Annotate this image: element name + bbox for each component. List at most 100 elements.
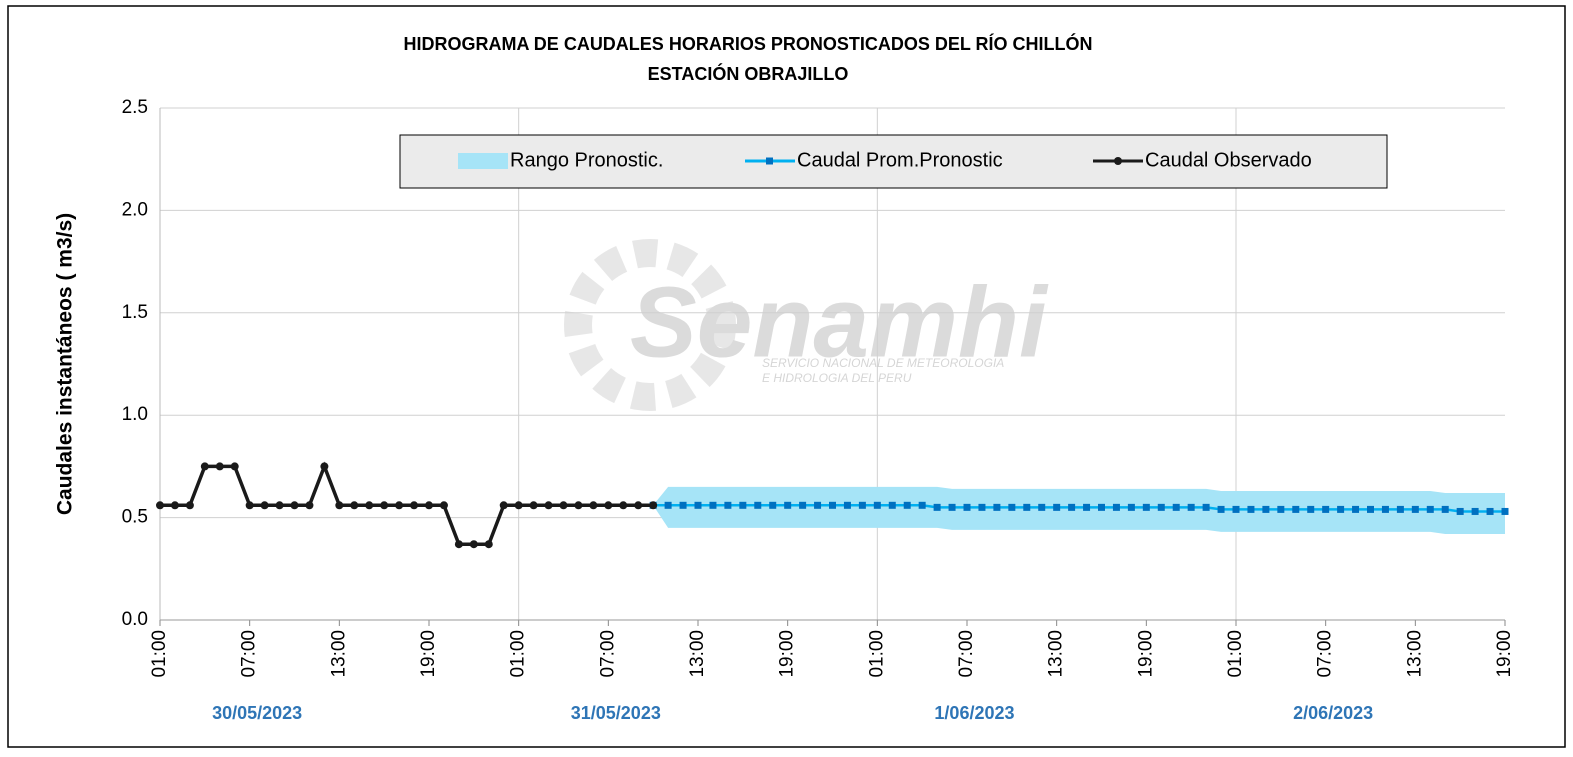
point (1217, 505, 1225, 513)
point (1441, 505, 1449, 513)
point (499, 501, 508, 510)
point (1202, 503, 1210, 511)
legend-label: Caudal Observado (1145, 149, 1312, 171)
point (1068, 503, 1076, 511)
point (290, 501, 299, 510)
x-tick-label: 01:00 (149, 630, 170, 678)
x-tick-label: 13:00 (687, 630, 708, 678)
point (215, 462, 224, 471)
point (619, 501, 628, 510)
point (1008, 503, 1016, 511)
point (1172, 503, 1180, 511)
legend-label: Rango Pronostic. (510, 149, 663, 171)
point (1322, 505, 1330, 513)
y-tick-label: 2.5 (122, 97, 148, 118)
point (305, 501, 314, 510)
x-tick-label: 19:00 (777, 630, 798, 678)
point (1367, 505, 1374, 513)
point (1292, 505, 1300, 513)
point (918, 501, 926, 509)
point (829, 501, 836, 509)
watermark-name: Senamhi (630, 266, 1049, 378)
point (1157, 503, 1165, 511)
point (1352, 505, 1360, 513)
point (903, 501, 911, 509)
point (350, 501, 359, 510)
point (664, 501, 672, 509)
point (230, 462, 239, 471)
legend-swatch (1114, 157, 1122, 165)
point (544, 501, 553, 510)
legend-label: Caudal Prom.Pronostic (797, 149, 1003, 171)
point (948, 503, 956, 511)
point (365, 501, 374, 510)
point (1396, 505, 1404, 513)
point (799, 501, 807, 509)
x-tick-label: 01:00 (1225, 630, 1246, 678)
x-tick-label: 07:00 (956, 630, 977, 678)
y-tick-label: 1.0 (122, 404, 148, 425)
x-tick-label: 07:00 (239, 630, 260, 678)
x-tick-label: 13:00 (328, 630, 349, 678)
point (1381, 505, 1389, 513)
x-tick-label: 19:00 (1494, 630, 1515, 678)
point (170, 501, 179, 510)
point (1486, 507, 1494, 515)
y-tick-label: 0.0 (122, 609, 148, 630)
point (320, 462, 329, 471)
point (1411, 505, 1419, 513)
point (439, 501, 448, 510)
point (963, 503, 971, 511)
point (814, 501, 822, 509)
range-band (653, 486, 1505, 534)
point (679, 501, 687, 509)
y-tick-label: 1.5 (122, 302, 148, 323)
point (1053, 503, 1061, 511)
point (1337, 505, 1345, 513)
point (1262, 505, 1270, 513)
point (888, 501, 896, 509)
legend-swatch (458, 153, 508, 169)
series-line (160, 461, 654, 546)
y-axis-label: Caudales instantáneos ( m3/s) (54, 213, 77, 515)
watermark: Senamhi SERVICIO NACIONAL DE METEOROLOGI… (564, 239, 1049, 411)
chart-title: HIDROGRAMA DE CAUDALES HORARIOS PRONOSTI… (403, 33, 1092, 54)
watermark-line: SERVICIO NACIONAL DE METEOROLOGIA (762, 356, 1004, 370)
point (469, 540, 478, 549)
point (529, 501, 538, 510)
point (245, 501, 254, 510)
point (649, 501, 658, 510)
point (200, 462, 209, 471)
legend: Rango Pronostic. Caudal Prom.Pronostic Cau… (399, 134, 1388, 189)
x-tick-label: 13:00 (1046, 630, 1067, 678)
date-label: 30/05/2023 (212, 703, 302, 723)
point (484, 540, 493, 549)
point (784, 501, 792, 509)
point (380, 501, 389, 510)
point (1187, 503, 1195, 511)
x-tick-label: 01:00 (508, 630, 529, 678)
point (843, 501, 851, 509)
point (574, 501, 583, 510)
point (604, 501, 613, 510)
point (1023, 503, 1031, 511)
point (993, 503, 1001, 511)
point (410, 501, 419, 510)
point (1098, 503, 1105, 511)
point (858, 501, 866, 509)
date-label: 31/05/2023 (571, 703, 661, 723)
point (873, 501, 881, 509)
point (185, 501, 194, 510)
point (1247, 505, 1255, 513)
point (275, 501, 284, 510)
point (694, 501, 702, 509)
point (425, 501, 433, 510)
point (739, 501, 747, 509)
point (1501, 507, 1509, 515)
chart-border (7, 5, 1566, 748)
watermark-line: E HIDROLOGIA DEL PERU (762, 371, 912, 385)
point (395, 501, 404, 510)
point (1142, 503, 1150, 511)
point (634, 501, 643, 510)
